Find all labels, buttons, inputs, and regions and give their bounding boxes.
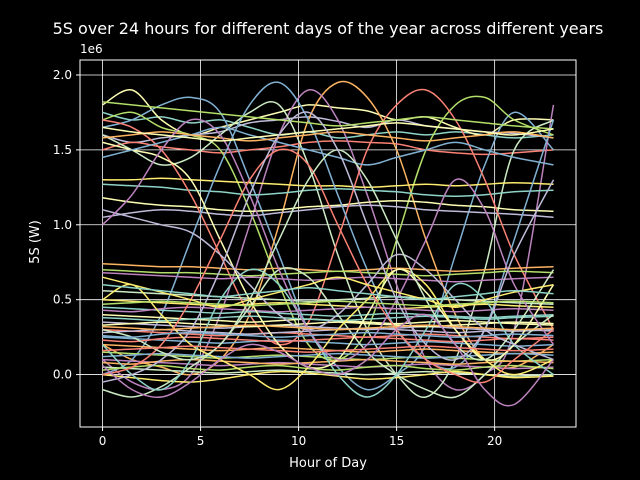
series-line [102,96,555,391]
series-line [102,336,554,347]
y-tick-label: 1.5 [53,143,72,157]
x-tick-label: 15 [389,434,404,448]
series-line [102,149,555,361]
x-tick-label: 20 [487,434,502,448]
series-line [102,358,554,370]
series-line [102,95,554,361]
series-line [102,126,554,166]
y-axis-offset-label: 1e6 [80,42,103,56]
series-line [102,331,554,338]
series-line [102,313,555,407]
series-layer [101,80,555,407]
series-line [102,283,554,301]
y-tick-label: 2.0 [53,68,72,82]
series-line [101,118,555,361]
series-line [102,345,554,353]
y-tick-label: 0.0 [53,368,72,382]
series-line [102,289,554,305]
series-line [102,300,554,307]
series-line [102,197,554,213]
x-tick-label: 10 [291,434,306,448]
series-line [102,183,554,198]
plot-frame [79,59,577,428]
series-line [102,204,554,219]
series-line [102,306,554,319]
series-line [102,141,555,369]
series-line [102,268,554,277]
series-line [102,336,554,343]
series-line [102,321,554,328]
series-line [102,100,554,398]
y-tick-label: 1.0 [53,218,72,232]
y-tick-label: 0.5 [53,293,72,307]
x-tick-label: 5 [197,434,205,448]
series-line [102,351,554,362]
series-line [102,276,554,308]
series-line [102,209,554,361]
series-line [102,122,554,142]
series-line [102,370,554,383]
x-axis-label: Hour of Day [289,456,367,471]
series-line [102,131,554,142]
series-line [102,88,555,346]
series-line [102,111,555,383]
series-line [101,268,554,398]
series-line [102,306,554,313]
series-line [102,358,554,365]
series-line [102,262,554,272]
y-axis-label: 5S (W) [28,220,43,264]
series-line [102,315,554,322]
axes: 0 5 10 15 20 0.0 0.5 1.0 1.5 2.0 [53,59,577,448]
series-line [102,89,554,136]
x-tick-label: 0 [99,434,107,448]
series-line [102,324,554,331]
series-line [102,148,554,384]
chart-title: 5S over 24 hours for different days of t… [53,19,604,38]
series-line [102,140,554,156]
series-line [102,321,554,332]
series-line [102,266,554,399]
